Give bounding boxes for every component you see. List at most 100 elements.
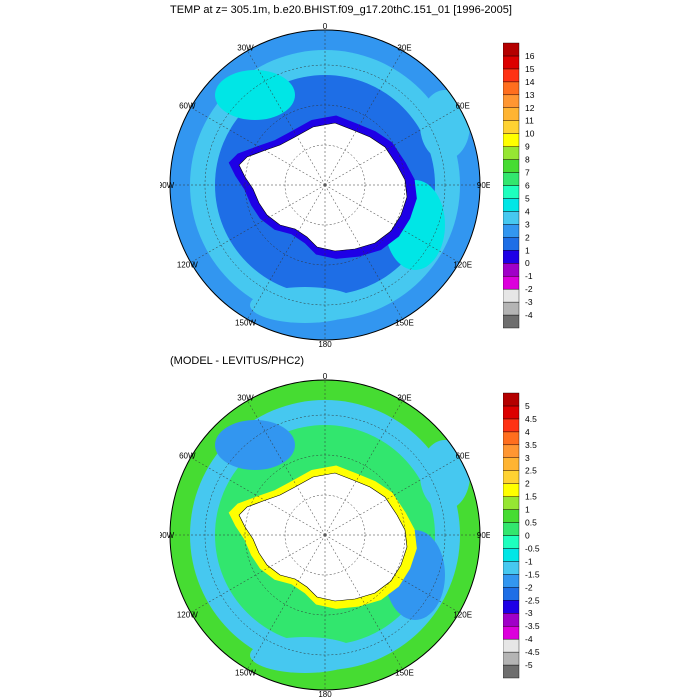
- colorbar-tick-label: 0: [525, 531, 530, 541]
- antarctica-landmass: [238, 122, 408, 252]
- colorbar-tick-label: -2: [525, 284, 533, 294]
- colorbar-swatch: [503, 185, 520, 199]
- colorbar-swatch: [503, 68, 520, 83]
- contour-region: [215, 420, 295, 470]
- colorbar-swatch: [503, 535, 520, 549]
- map-border: [169, 379, 481, 691]
- longitude-label: 0: [323, 22, 328, 31]
- meridian-line: [324, 107, 460, 186]
- colorbar-tick-label: 0: [525, 258, 530, 268]
- colorbar-tick-label: -4: [525, 634, 533, 644]
- longitude-label: 150W: [235, 319, 256, 328]
- colorbar-tick-label: -1: [525, 556, 533, 566]
- longitude-label: 60E: [456, 102, 470, 111]
- colorbar-tick-label: 5: [525, 401, 530, 411]
- longitude-label: 30E: [397, 393, 411, 402]
- colorbar-swatch: [503, 496, 520, 510]
- longitude-label: 0: [323, 372, 328, 381]
- colorbar-tick-label: -0.5: [525, 543, 540, 553]
- colorbar-tick-label: 1: [525, 505, 530, 515]
- colorbar-tick-label: -1: [525, 271, 533, 281]
- colorbar-tick-label: 2: [525, 479, 530, 489]
- colorbar-swatch: [503, 651, 520, 666]
- colorbar-swatch: [503, 55, 520, 70]
- colorbar-tick-label: -5: [525, 660, 533, 670]
- colorbar-swatch: [503, 211, 520, 225]
- colorbar-swatch: [503, 301, 520, 316]
- colorbar-tick-label: 0.5: [525, 518, 537, 528]
- colorbar-swatch: [503, 42, 520, 57]
- colorbar-swatch: [503, 613, 520, 627]
- colorbar-swatch: [503, 457, 520, 471]
- longitude-label: 60E: [456, 452, 470, 461]
- meridian-line: [247, 534, 326, 670]
- colorbar-tick-label: 4: [525, 427, 530, 437]
- colorbar-swatch: [503, 250, 520, 264]
- longitude-label: 180: [318, 340, 332, 349]
- colorbar-tick-label: 2.5: [525, 466, 537, 476]
- colorbar-tick-label: 10: [525, 129, 535, 139]
- meridian-line: [324, 400, 403, 536]
- colorbar-tick-label: 3: [525, 219, 530, 229]
- colorbar-swatch: [503, 638, 520, 653]
- colorbar-tick-label: 14: [525, 77, 535, 87]
- colorbar-swatch: [503, 587, 520, 601]
- colorbar-tick-label: 15: [525, 64, 535, 74]
- meridian-line: [247, 50, 326, 186]
- longitude-label: 150E: [395, 319, 414, 328]
- colorbar-swatch: [503, 418, 520, 433]
- colorbar-tick-label: -2: [525, 582, 533, 592]
- meridian-line: [247, 184, 326, 320]
- colorbar-swatch: [503, 509, 520, 523]
- colorbar-tick-label: 1.5: [525, 492, 537, 502]
- colorbar-tick-label: -3: [525, 297, 533, 307]
- meridian-line: [324, 534, 403, 670]
- longitude-label: 90W: [160, 531, 175, 540]
- longitude-label: 120W: [177, 611, 198, 620]
- colorbar-tick-label: -2.5: [525, 595, 540, 605]
- longitude-label: 30W: [237, 393, 254, 402]
- colorbar-tick-label: -4.5: [525, 647, 540, 657]
- colorbar-tick-label: 2: [525, 232, 530, 242]
- longitude-label: 60W: [179, 452, 196, 461]
- meridian-line: [190, 534, 326, 613]
- meridian-line: [324, 184, 460, 263]
- colorbar-swatch: [503, 198, 520, 212]
- colorbar-tick-label: 12: [525, 103, 535, 113]
- colorbar-tick-label: 11: [525, 116, 534, 126]
- contour-region: [215, 70, 295, 120]
- colorbar-swatch: [503, 133, 520, 147]
- longitude-label: 120E: [453, 261, 472, 270]
- bottom-colorbar: -5 -4.5 -4 -3.5 -3 -2.5 -2 -1.5 -1 -0.5 0 0.5 1 1.5 2 2…: [503, 392, 540, 679]
- longitude-label: 90W: [160, 181, 175, 190]
- colorbar-tick-label: -3: [525, 608, 533, 618]
- colorbar-swatch: [503, 314, 520, 329]
- longitude-label: 60W: [179, 102, 196, 111]
- meridian-line: [190, 457, 326, 536]
- colorbar-swatch: [503, 94, 520, 108]
- meridian-line: [324, 534, 460, 613]
- colorbar-swatch: [503, 107, 520, 121]
- contour-region: [250, 637, 360, 673]
- colorbar-swatch: [503, 470, 520, 484]
- longitude-label: 120E: [453, 611, 472, 620]
- meridian-line: [324, 457, 460, 536]
- longitude-label: 30W: [237, 43, 254, 52]
- colorbar-tick-label: 4.5: [525, 414, 537, 424]
- longitude-label: 90E: [477, 531, 490, 540]
- colorbar-tick-label: 4: [525, 206, 530, 216]
- colorbar-swatch: [503, 405, 520, 420]
- longitude-label: 30E: [397, 43, 411, 52]
- colorbar-swatch: [503, 275, 520, 290]
- bottom-polar-map: 0 30E 60E 90E 120E 150E 180 150W 120W 90W 60W 30W: [160, 372, 490, 699]
- colorbar-swatch: [503, 522, 520, 536]
- contour-region: [420, 90, 470, 160]
- colorbar-tick-label: 1: [525, 245, 530, 255]
- colorbar-tick-label: 7: [525, 168, 530, 178]
- colorbar-swatch: [503, 548, 520, 562]
- longitude-label: 120W: [177, 261, 198, 270]
- colorbar-tick-label: 5: [525, 193, 530, 203]
- colorbar-swatch: [503, 444, 520, 458]
- colorbar-tick-label: 3: [525, 453, 530, 463]
